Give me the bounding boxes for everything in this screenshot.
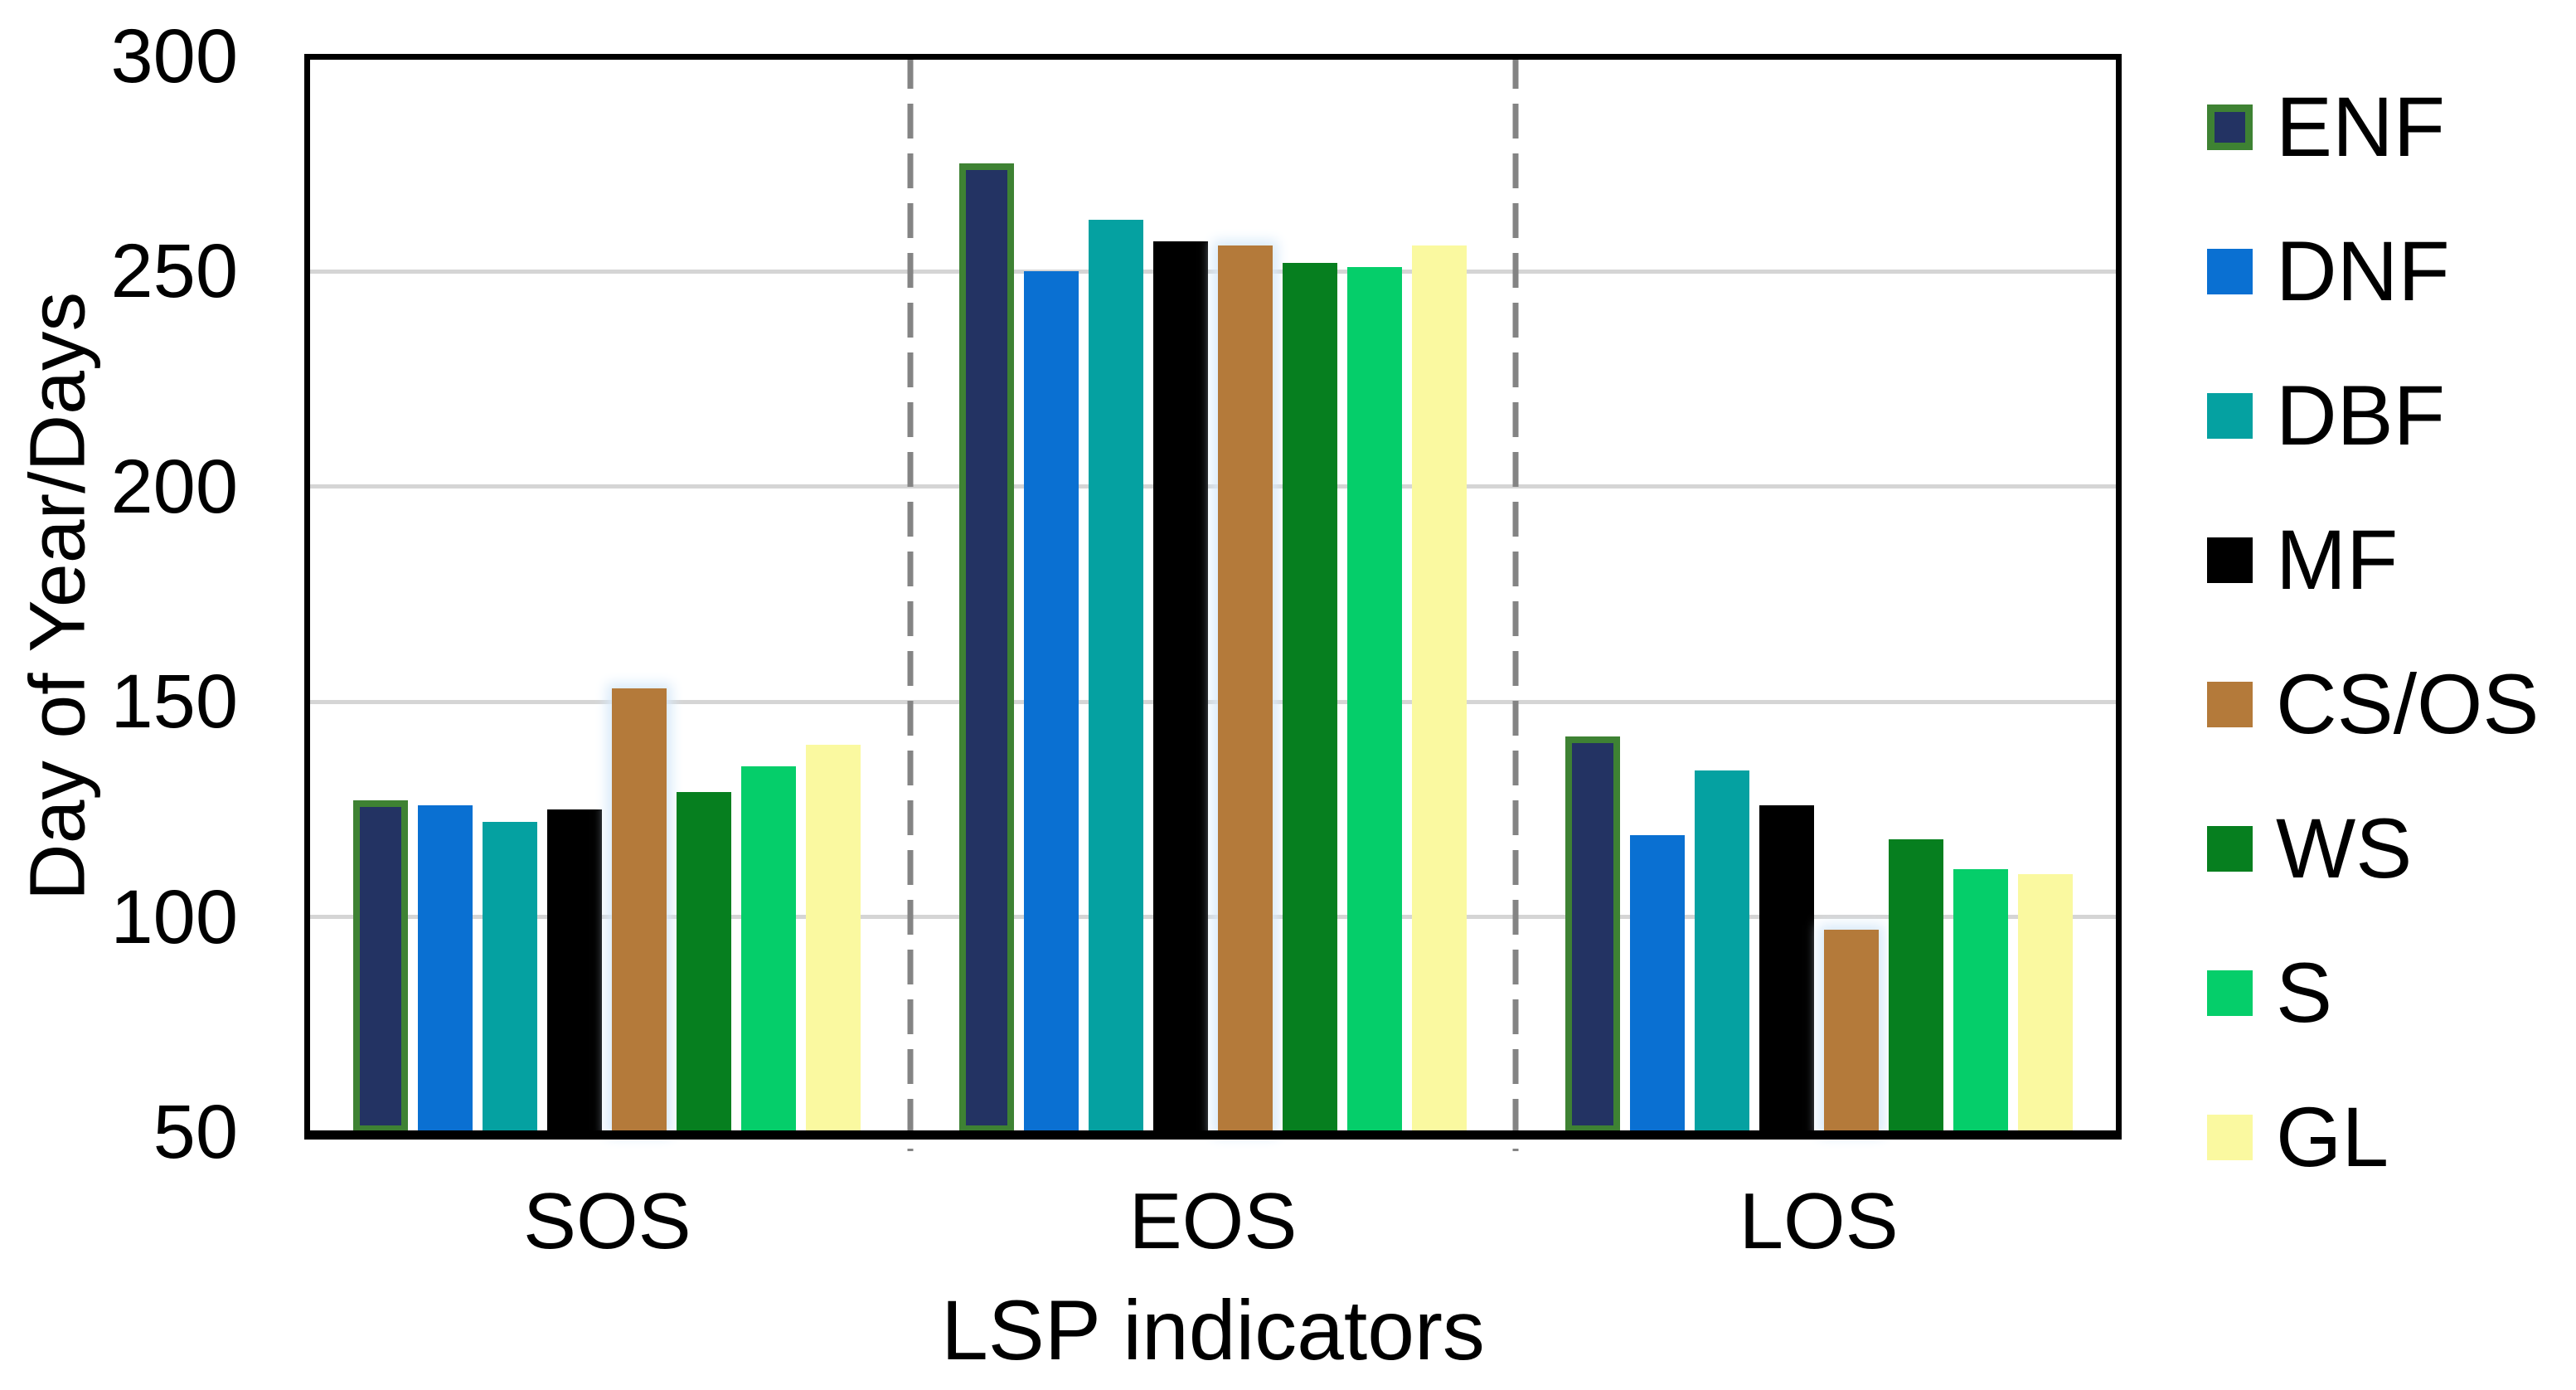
legend-item-dnf: DNF <box>2207 199 2539 343</box>
legend-label-dbf: DBF <box>2276 368 2445 463</box>
bar-mf-eos <box>1152 241 1208 1132</box>
bar-ws-los <box>1888 839 1943 1132</box>
gridline-150 <box>304 699 2122 704</box>
legend-label-ws: WS <box>2276 801 2413 896</box>
legend-item-dbf: DBF <box>2207 343 2539 488</box>
bar-mf-los <box>1759 804 1814 1132</box>
legend: ENF DNF DBF MF CS/OS WS S GL <box>2207 55 2539 1209</box>
bar-cs-os-eos <box>1217 245 1273 1132</box>
legend-item-s: S <box>2207 921 2539 1065</box>
bar-dbf-sos <box>483 822 538 1132</box>
bar-s-eos <box>1346 266 1402 1132</box>
y-tick-label-100: 100 <box>110 874 239 960</box>
bar-gl-sos <box>806 744 861 1132</box>
bar-gl-eos <box>1411 245 1467 1132</box>
x-axis-line <box>304 1130 2122 1140</box>
bar-dbf-los <box>1694 770 1749 1132</box>
bar-gl-los <box>2017 873 2073 1132</box>
legend-item-ws: WS <box>2207 776 2539 921</box>
legend-swatch-mf <box>2207 537 2253 583</box>
y-axis-line <box>304 54 310 1140</box>
x-axis-title: LSP indicators <box>941 1283 1485 1378</box>
plot-frame-top <box>304 54 2122 60</box>
legend-label-dnf: DNF <box>2276 224 2450 318</box>
legend-swatch-gl <box>2207 1114 2253 1160</box>
y-tick-label-200: 200 <box>110 444 239 529</box>
legend-label-cs-os: CS/OS <box>2276 657 2540 751</box>
legend-item-mf: MF <box>2207 488 2539 632</box>
legend-item-gl: GL <box>2207 1065 2539 1209</box>
y-tick-label-50: 50 <box>153 1090 238 1174</box>
group-separator-2 <box>1512 54 1519 1151</box>
gridline-100 <box>304 915 2122 919</box>
bar-ws-sos <box>677 792 732 1132</box>
y-tick-label-150: 150 <box>110 659 239 744</box>
legend-swatch-cs-os <box>2207 681 2253 727</box>
bar-cs-os-los <box>1823 930 1879 1132</box>
legend-label-gl: GL <box>2276 1090 2389 1184</box>
bar-enf-eos <box>958 163 1014 1132</box>
bar-group-eos <box>910 54 1516 1132</box>
plot-area <box>304 54 2122 1151</box>
legend-label-enf: ENF <box>2276 80 2445 174</box>
gridline-250 <box>304 269 2122 274</box>
legend-item-cs-os: CS/OS <box>2207 632 2539 776</box>
legend-swatch-dbf <box>2207 392 2253 439</box>
x-category-label-eos: EOS <box>1128 1177 1298 1266</box>
legend-swatch-ws <box>2207 825 2253 872</box>
bar-group-los <box>1516 54 2122 1132</box>
legend-swatch-dnf <box>2207 248 2253 294</box>
legend-label-s: S <box>2276 945 2333 1040</box>
legend-label-mf: MF <box>2276 513 2399 607</box>
bar-enf-sos <box>353 800 409 1132</box>
legend-swatch-enf <box>2207 104 2253 150</box>
y-tick-label-250: 250 <box>110 229 239 313</box>
bar-cs-os-sos <box>612 688 667 1132</box>
x-category-label-los: LOS <box>1739 1177 1899 1266</box>
bar-dnf-eos <box>1023 271 1079 1132</box>
y-axis-tick-labels: 50 100 150 200 250 300 <box>0 18 239 1171</box>
bar-dnf-sos <box>418 804 473 1132</box>
plot-frame-right <box>2116 54 2122 1140</box>
bar-ws-eos <box>1282 262 1337 1132</box>
bar-group-sos <box>304 54 910 1132</box>
x-axis-category-labels: SOS EOS LOS <box>304 1176 2122 1267</box>
bar-dbf-eos <box>1088 219 1143 1132</box>
y-tick-label-300: 300 <box>110 13 239 99</box>
bar-enf-los <box>1565 736 1620 1132</box>
group-separator-1 <box>907 54 914 1151</box>
x-category-label-sos: SOS <box>522 1177 691 1266</box>
bar-s-los <box>1953 869 2008 1132</box>
bar-s-sos <box>741 765 797 1132</box>
bar-mf-sos <box>547 809 603 1132</box>
legend-swatch-s <box>2207 970 2253 1016</box>
bar-dnf-los <box>1629 834 1685 1132</box>
legend-item-enf: ENF <box>2207 55 2539 199</box>
gridline-200 <box>304 484 2122 488</box>
